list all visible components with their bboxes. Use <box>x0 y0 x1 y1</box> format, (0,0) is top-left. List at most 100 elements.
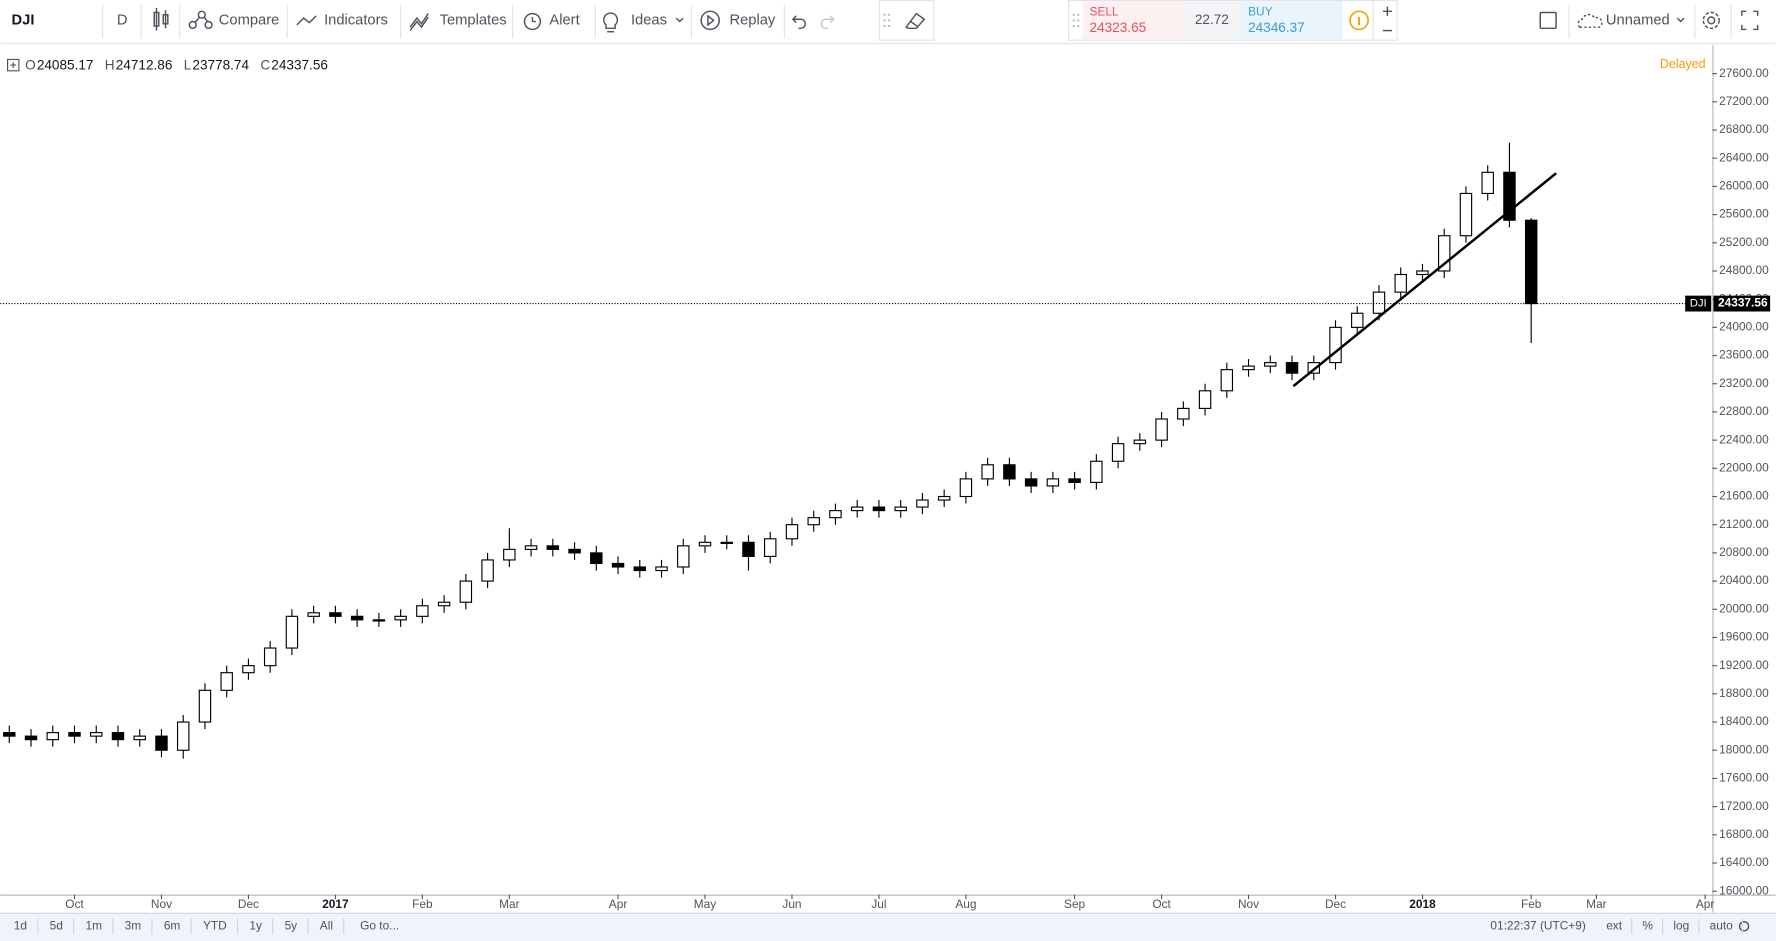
candle-body <box>307 612 320 617</box>
buy-label[interactable]: BUY <box>1248 5 1272 19</box>
settings-button[interactable] <box>1702 11 1720 30</box>
settings-button[interactable] <box>1738 921 1750 932</box>
candle-body <box>698 541 712 547</box>
layout-name[interactable]: Unnamed <box>1606 12 1670 28</box>
x-tick-label: Apr <box>609 897 628 911</box>
last-price-label: 24337.56 <box>1718 296 1768 310</box>
chart-style-icon[interactable] <box>153 7 169 31</box>
buy-price[interactable]: 24346.37 <box>1248 20 1305 35</box>
range-button[interactable]: 6m <box>164 918 181 932</box>
zoom-in-button[interactable] <box>1382 6 1392 16</box>
ideas-dropdown[interactable] <box>675 17 684 23</box>
range-button[interactable]: 5y <box>285 918 298 932</box>
candle-body <box>285 615 299 649</box>
range-button[interactable]: 5d <box>50 918 63 932</box>
option-button[interactable]: ext <box>1606 918 1623 932</box>
templates-button[interactable]: Templates <box>440 12 507 28</box>
y-tick-label: 26400.00 <box>1719 150 1769 164</box>
compare-button[interactable]: Compare <box>219 12 280 28</box>
candle-body <box>937 495 951 501</box>
y-tick-label: 25600.00 <box>1719 207 1769 221</box>
replay-button[interactable]: Replay <box>729 12 775 28</box>
candle-body <box>46 732 59 741</box>
x-tick-label: Aug <box>955 897 976 911</box>
x-tick-label: May <box>694 897 716 911</box>
range-button[interactable]: 1m <box>86 918 103 932</box>
candle-body <box>68 732 81 737</box>
series-name-box <box>1685 295 1712 312</box>
candle-body <box>720 541 733 545</box>
axes: 16000.00 16400.00 16800.00 17200.00 17600.00… <box>65 66 1771 911</box>
compare-icon[interactable] <box>188 10 213 30</box>
alert-icon[interactable] <box>523 12 542 31</box>
candle-body <box>459 580 473 603</box>
candle-body <box>1024 478 1038 487</box>
series-name-label: DJI <box>1690 298 1707 310</box>
range-button[interactable]: All <box>320 918 333 932</box>
drawing-toolbar <box>878 0 935 41</box>
drag-handle <box>883 13 891 28</box>
option-button[interactable]: % <box>1642 918 1653 932</box>
legend-value: 24337.56 <box>271 57 328 72</box>
candle-body <box>133 735 146 741</box>
candle-body <box>764 538 777 557</box>
y-tick-label: 23200.00 <box>1719 376 1769 390</box>
info-icon[interactable] <box>1349 10 1369 31</box>
interval[interactable]: D <box>117 12 128 28</box>
ideas-icon[interactable] <box>603 12 619 33</box>
layout-dropdown[interactable] <box>1676 17 1685 23</box>
candle-body <box>1285 362 1299 374</box>
indicators-icon[interactable] <box>296 15 317 26</box>
ideas-button[interactable]: Ideas <box>631 12 667 28</box>
candle-body <box>742 541 755 557</box>
trendline-drawing[interactable] <box>1292 172 1557 388</box>
candle-body <box>394 615 407 621</box>
sell-label[interactable]: SELL <box>1090 5 1119 19</box>
templates-icon[interactable] <box>409 13 429 32</box>
candle-body <box>176 721 190 751</box>
symbol[interactable]: DJI <box>12 12 35 28</box>
buy-box[interactable] <box>1240 1 1343 40</box>
candle-body <box>1111 443 1125 462</box>
replay-icon[interactable] <box>700 10 721 31</box>
range-button[interactable]: 3m <box>125 918 142 932</box>
y-tick-label: 22800.00 <box>1719 404 1769 418</box>
layout-button[interactable] <box>1539 11 1557 30</box>
eraser-button[interactable] <box>904 12 926 30</box>
candle-body <box>785 524 799 540</box>
alert-button[interactable]: Alert <box>549 12 579 28</box>
candle-body <box>829 510 842 519</box>
redo-button[interactable] <box>820 15 835 30</box>
candle-body <box>1220 369 1234 392</box>
fullscreen-button[interactable] <box>1741 10 1759 31</box>
legend-collapse[interactable] <box>7 58 20 72</box>
sell-box[interactable] <box>1082 1 1184 40</box>
y-tick-label: 19600.00 <box>1719 630 1769 644</box>
option-button[interactable]: log <box>1673 918 1689 932</box>
sell-price[interactable]: 24323.65 <box>1090 20 1147 35</box>
range-button[interactable]: 1d <box>14 918 27 932</box>
candle-body <box>611 562 625 568</box>
candle-body <box>1329 326 1342 364</box>
x-tick-label: Apr <box>1696 897 1715 911</box>
option-button[interactable]: auto <box>1710 918 1734 932</box>
candle-body <box>263 647 277 667</box>
candle-body <box>1459 192 1473 237</box>
range-button[interactable]: 1y <box>249 918 262 932</box>
x-tick-label: Dec <box>238 897 259 911</box>
y-tick-label: 22400.00 <box>1719 432 1769 446</box>
candle-body <box>1003 464 1016 480</box>
toolbar: DJI D Compare Indicators Templates Alert <box>0 0 1776 45</box>
candle-body <box>524 545 538 550</box>
y-tick-label: 16000.00 <box>1719 883 1769 897</box>
candle-body <box>437 601 451 607</box>
goto-button[interactable]: Go to... <box>360 918 399 932</box>
indicators-button[interactable]: Indicators <box>324 12 388 28</box>
candle-body <box>916 499 929 508</box>
cloud-icon[interactable] <box>1577 13 1603 28</box>
range-button[interactable]: YTD <box>203 918 227 932</box>
y-tick-label: 24800.00 <box>1719 263 1769 277</box>
delayed-status: Delayed <box>1660 57 1706 71</box>
y-tick-label: 20400.00 <box>1719 573 1769 587</box>
undo-button[interactable] <box>791 15 807 30</box>
